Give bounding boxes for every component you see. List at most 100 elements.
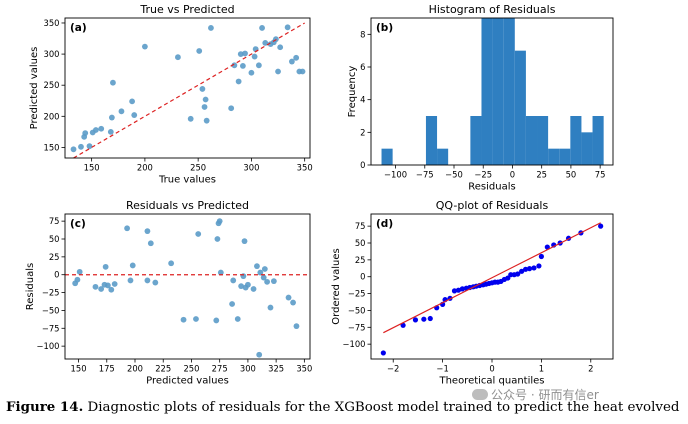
data-point — [538, 253, 544, 260]
data-point — [260, 274, 267, 281]
histogram-bar — [525, 116, 538, 165]
x-tick-label: 175 — [99, 364, 115, 374]
data-point — [231, 62, 238, 69]
x-tick-label: 300 — [240, 364, 256, 374]
data-point — [544, 244, 550, 250]
reference-line — [383, 222, 601, 334]
data-point — [144, 277, 151, 284]
data-point — [98, 125, 105, 132]
data-point — [235, 78, 242, 85]
plot-frame — [64, 17, 311, 159]
data-point — [98, 286, 105, 292]
y-axis-label: Frequency — [347, 66, 358, 118]
y-tick-label: −25 — [42, 288, 60, 298]
x-tick-label: 200 — [137, 163, 153, 173]
panel-label: (a) — [70, 22, 87, 34]
x-tick-label: −75 — [416, 170, 434, 180]
panel-b: −100 −75 −50 −25 0 25 50 75 0 2 4 6 8 Histogram of Re… — [347, 3, 614, 193]
figure-caption: Figure 14. Diagnostic plots of residuals… — [6, 399, 686, 415]
x-tick-label: 150 — [84, 163, 100, 173]
panel-a: 150 200 250 300 350 150 200 250 300 350 True vs Pr… — [29, 3, 313, 186]
x-tick-label: 250 — [183, 364, 199, 374]
x-tick-label: −25 — [474, 170, 492, 180]
data-point — [111, 281, 118, 287]
data-point — [127, 277, 134, 284]
x-tick-label: 200 — [127, 364, 143, 374]
data-point — [229, 301, 235, 307]
data-point — [427, 315, 433, 322]
data-point — [455, 287, 462, 293]
x-tick-label: 2 — [588, 364, 593, 374]
y-tick-label: −100 — [36, 341, 59, 351]
y-tick-label: 0 — [360, 272, 365, 282]
y-tick-label: 2 — [360, 127, 365, 137]
data-point — [259, 25, 265, 31]
y-axis-label: Ordered values — [331, 248, 342, 324]
data-point — [108, 286, 115, 293]
data-point — [199, 86, 206, 92]
x-tick-label: 350 — [297, 163, 313, 173]
data-point — [216, 218, 223, 225]
plot-frame — [64, 213, 311, 360]
y-tick-label: 4 — [360, 95, 365, 105]
data-point — [234, 316, 241, 322]
data-point — [262, 39, 269, 46]
panel-d: −2 −1 0 1 2 −100 −75 −50 −25 0 25 50 75 QQ-plot of Re… — [331, 199, 614, 387]
data-point — [380, 350, 386, 356]
x-axis-label: Residuals — [468, 182, 515, 193]
data-point — [267, 304, 274, 311]
data-point — [141, 43, 148, 50]
x-tick-label: 0 — [510, 170, 515, 180]
data-point — [105, 282, 111, 289]
x-tick-label: 350 — [296, 364, 312, 374]
histogram-bar — [514, 50, 526, 165]
data-point — [248, 69, 255, 76]
data-point — [124, 225, 130, 232]
histogram-bar — [492, 18, 504, 165]
chart-title: Residuals vs Predicted — [126, 199, 249, 212]
y-tick-label: −75 — [42, 323, 60, 333]
data-point — [284, 24, 291, 31]
y-tick-label: 25 — [49, 252, 60, 262]
data-point — [102, 263, 109, 270]
data-point — [217, 269, 224, 276]
data-point — [598, 223, 604, 229]
histogram-bar — [537, 116, 549, 165]
x-tick-label: 275 — [212, 364, 228, 374]
data-point — [519, 268, 525, 274]
data-point — [290, 299, 296, 306]
y-tick-label: 150 — [44, 142, 60, 152]
data-point — [459, 286, 465, 292]
chart-title: True vs Predicted — [139, 3, 234, 16]
panel-c: 150 175 200 225 250 275 300 325 350−100−75−50−25… — [25, 199, 312, 387]
y-tick-label: −75 — [348, 322, 366, 332]
data-point — [526, 266, 533, 272]
plot-frame — [370, 17, 614, 166]
x-tick-label: −50 — [445, 170, 463, 180]
y-axis-label: Residuals — [25, 263, 36, 310]
data-point — [277, 44, 284, 51]
data-point — [131, 112, 138, 118]
data-point — [76, 268, 83, 275]
data-point — [213, 317, 220, 324]
y-tick-label: 25 — [355, 255, 366, 265]
data-point — [175, 54, 181, 61]
data-point — [129, 98, 136, 105]
y-tick-label: 6 — [360, 62, 365, 72]
data-point — [203, 117, 210, 124]
y-tick-label: 8 — [360, 29, 365, 39]
plot-frame — [370, 213, 614, 360]
data-point — [293, 54, 300, 61]
x-tick-label: 50 — [566, 170, 577, 180]
data-point — [242, 50, 248, 57]
data-point — [238, 283, 245, 290]
histogram-bar — [470, 116, 482, 165]
histogram-bar — [381, 148, 393, 165]
panel-label: (d) — [376, 218, 393, 230]
panel-label: (b) — [376, 22, 393, 34]
caption-label: Figure 14. — [6, 399, 84, 415]
data-point — [293, 323, 300, 330]
data-point — [196, 48, 203, 54]
data-point — [92, 283, 99, 290]
data-point — [250, 286, 257, 292]
